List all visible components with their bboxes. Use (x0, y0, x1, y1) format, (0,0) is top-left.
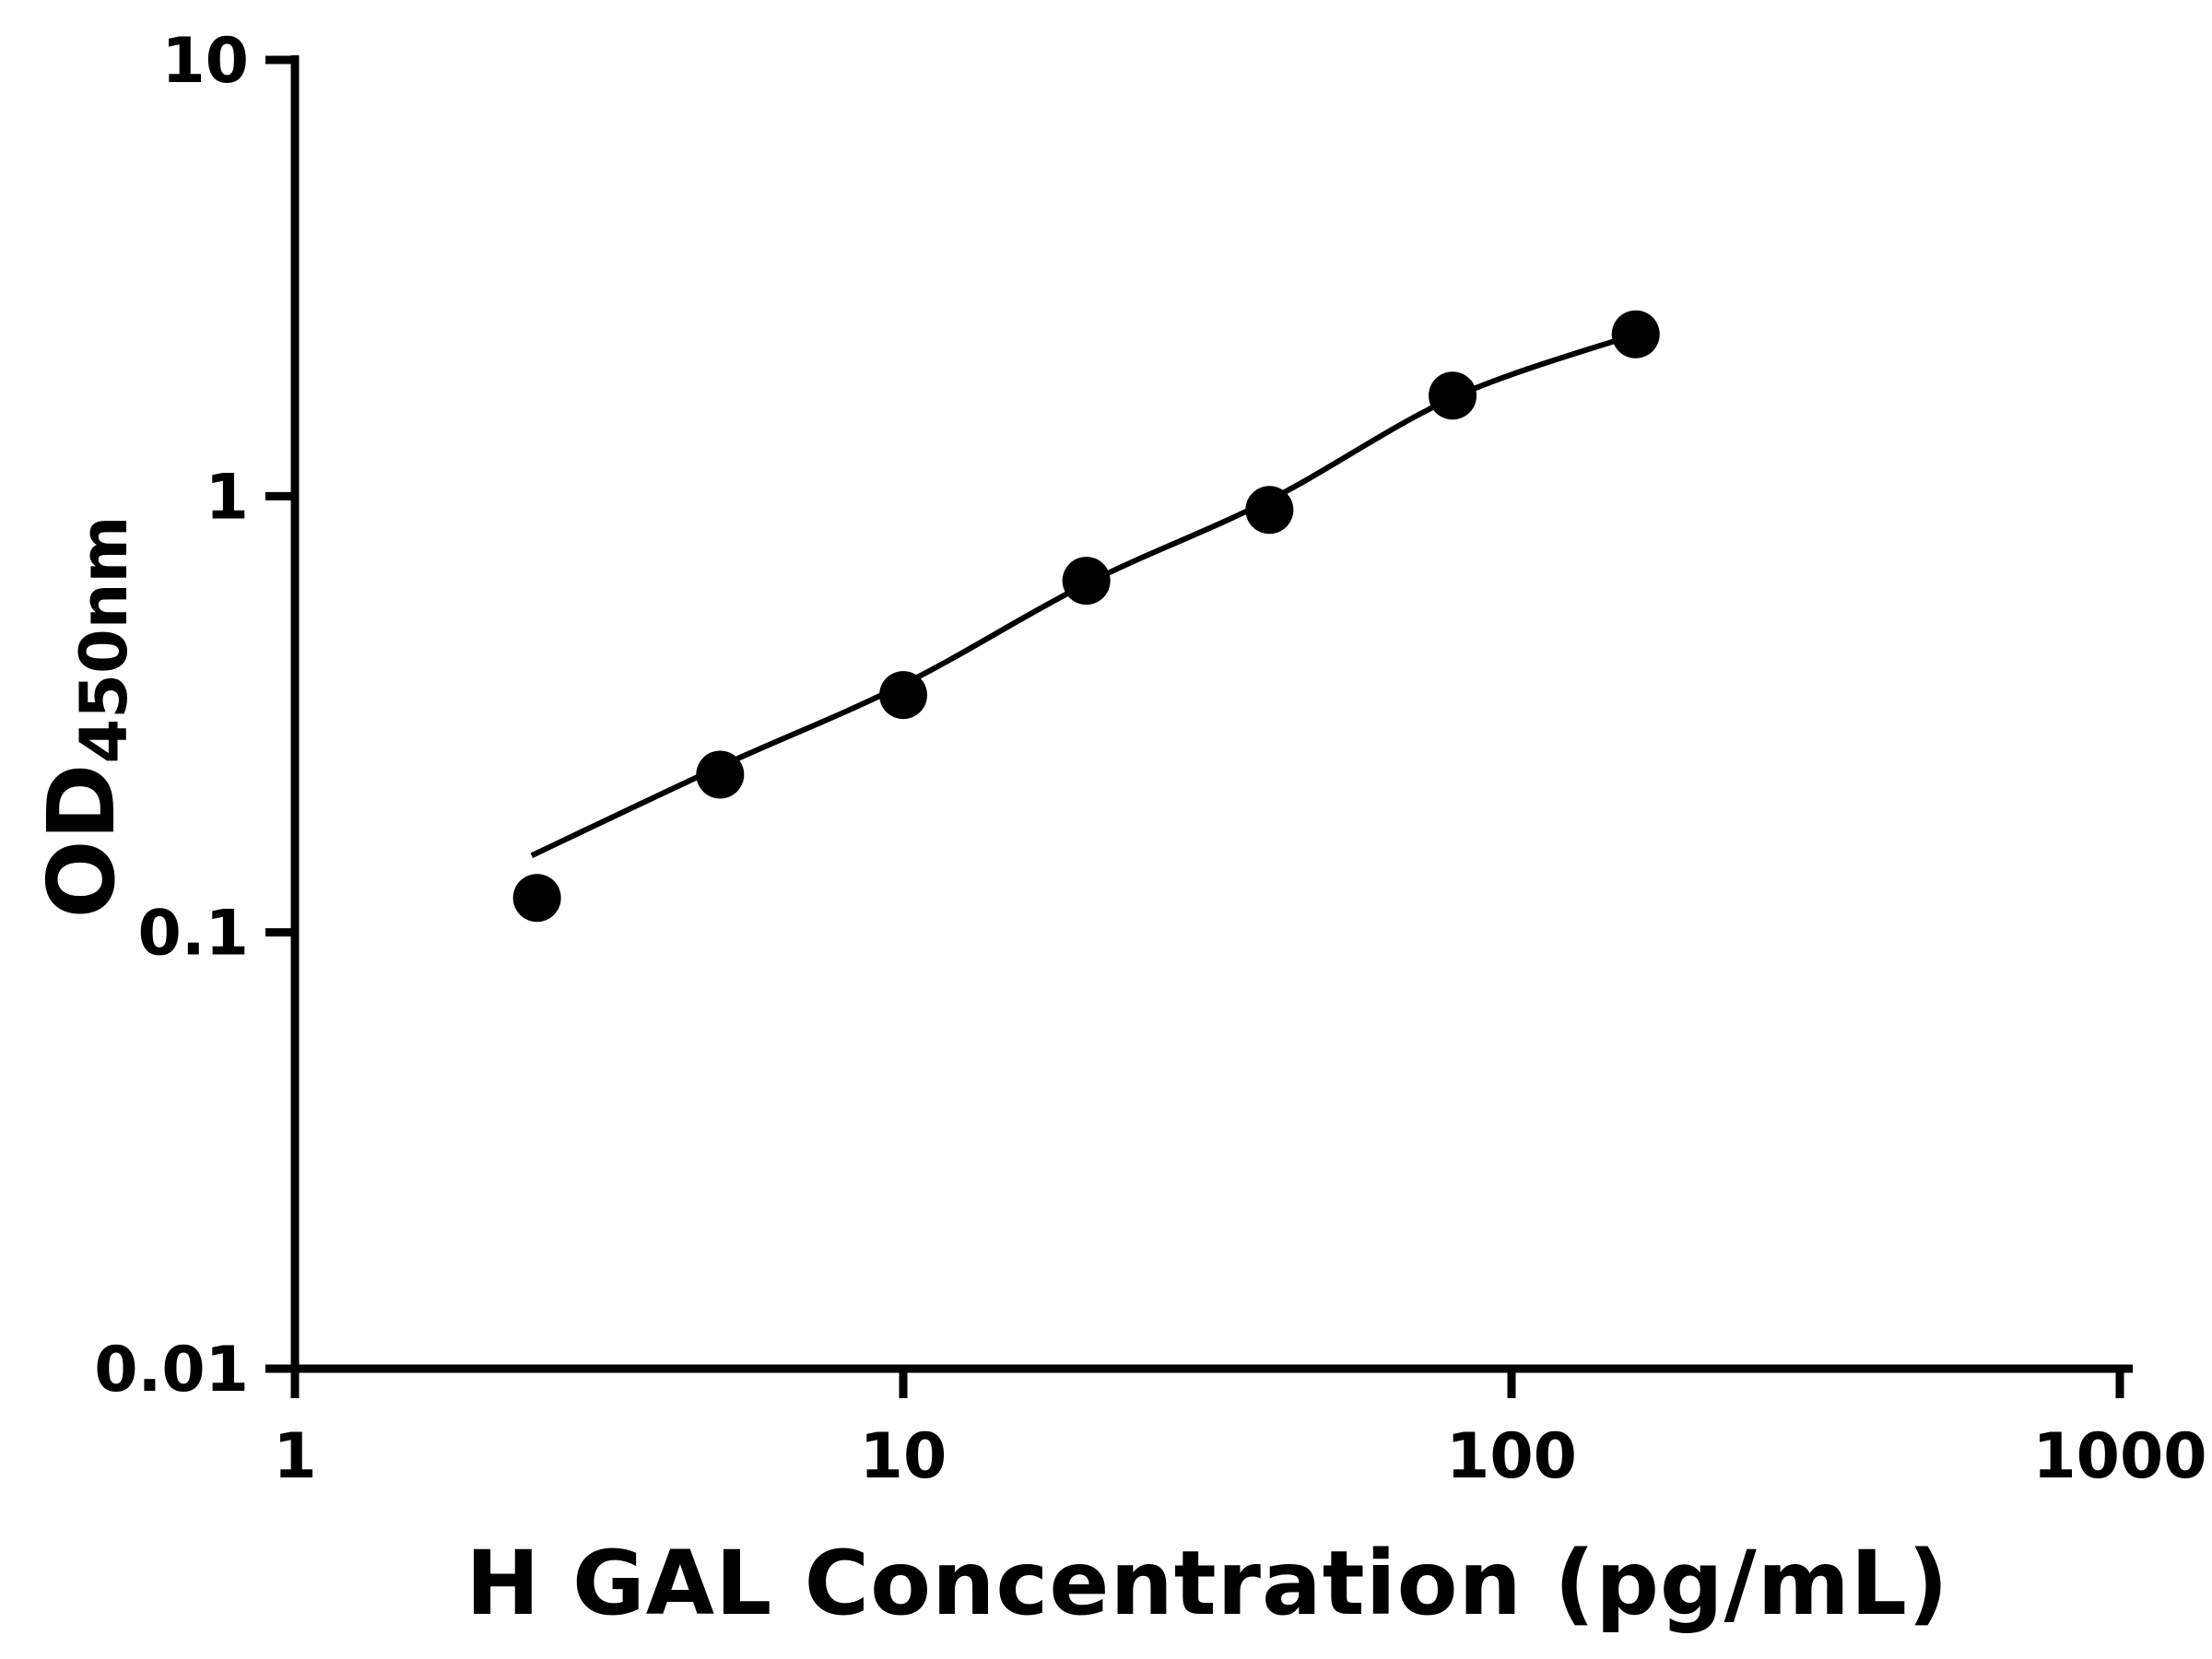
data-point (1429, 371, 1477, 420)
x-tick-label: 1 (273, 1420, 316, 1493)
y-axis-title-subscript: 450nm (66, 515, 142, 764)
y-tick-label: 1 (206, 461, 249, 534)
data-point (879, 671, 927, 720)
data-point (1245, 486, 1294, 535)
data-point (1062, 557, 1111, 606)
x-tick-label: 1000 (2032, 1420, 2206, 1493)
y-tick-label: 0.1 (138, 898, 249, 971)
x-tick-label: 100 (1446, 1420, 1577, 1493)
data-point (696, 750, 745, 799)
y-tick-label: 10 (161, 25, 249, 98)
data-point (1611, 310, 1660, 359)
x-axis-title: H GAL Concentration (pg/mL) (465, 1532, 1949, 1635)
y-axis-title: OD450nm (28, 516, 142, 919)
x-tick-label: 10 (860, 1420, 947, 1493)
data-point (512, 874, 561, 923)
y-axis-title-main: OD (28, 763, 135, 919)
y-tick-label: 0.01 (94, 1334, 249, 1406)
